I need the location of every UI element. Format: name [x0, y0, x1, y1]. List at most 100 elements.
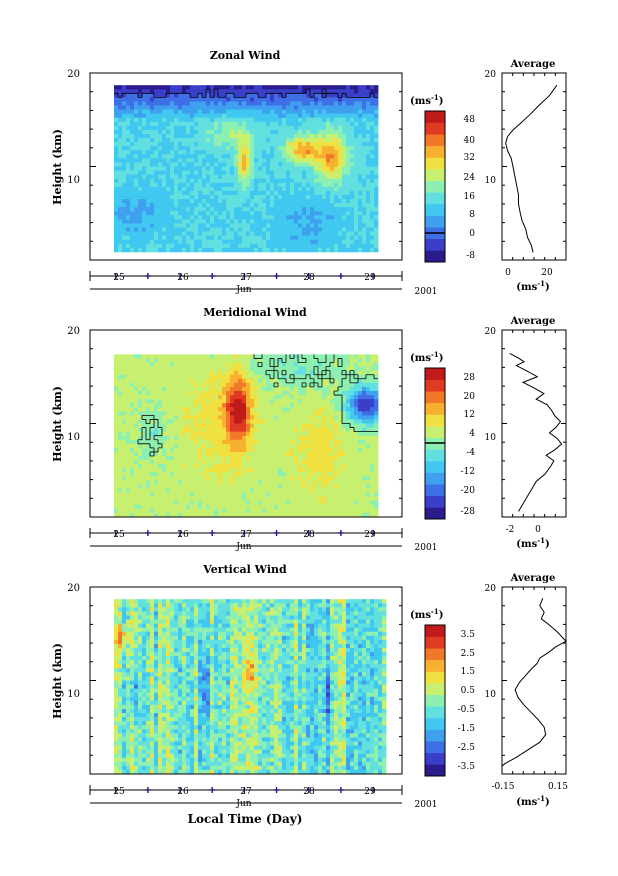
heatmap-cell — [370, 85, 375, 90]
heatmap-cell — [318, 456, 323, 461]
heatmap-cell — [178, 484, 183, 489]
heatmap-cell — [306, 85, 311, 90]
heatmap-cell — [338, 403, 343, 408]
heatmap-cell — [154, 133, 159, 139]
heatmap-cell — [306, 362, 311, 367]
heatmap-cell — [342, 203, 347, 208]
heatmap-cell — [146, 142, 151, 147]
heatmap-cell — [266, 215, 271, 220]
heatmap-cell — [186, 223, 191, 228]
heatmap-cell — [278, 162, 283, 167]
heatmap-cell — [270, 243, 275, 249]
heatmap-cell — [334, 113, 339, 119]
heatmap-cell — [210, 443, 215, 449]
heatmap-cell — [206, 468, 211, 473]
heatmap-cell — [218, 476, 223, 481]
heatmap-cell — [170, 243, 175, 249]
heatmap-cell — [118, 358, 123, 363]
heatmap-cell — [286, 415, 291, 420]
heatmap-cell — [342, 476, 347, 481]
heatmap-cell — [330, 427, 335, 433]
heatmap-cell — [166, 435, 171, 441]
heatmap-cell — [182, 89, 187, 94]
heatmap-cell — [138, 101, 143, 106]
heatmap-cell — [266, 105, 271, 110]
heatmap-cell — [222, 162, 227, 167]
heatmap-cell — [298, 227, 303, 232]
heatmap-cell — [234, 121, 239, 127]
heatmap-cell — [218, 170, 223, 176]
heatmap-cell — [338, 199, 343, 204]
heatmap-cell — [294, 174, 299, 180]
heatmap-cell — [222, 468, 227, 473]
heatmap-cell — [326, 399, 331, 404]
heatmap-cell — [166, 247, 171, 253]
heatmap-cell — [222, 215, 227, 220]
heatmap-cell — [350, 121, 355, 127]
heatmap-cell — [262, 415, 267, 420]
heatmap-cell — [358, 362, 363, 367]
heatmap-cell — [290, 399, 295, 404]
heatmap-cell — [198, 125, 203, 131]
heatmap-cell — [122, 468, 127, 473]
heatmap-cell — [158, 174, 163, 180]
heatmap-cell — [318, 146, 323, 151]
heatmap-cell — [162, 162, 167, 167]
heatmap-cell — [318, 239, 323, 245]
heatmap-cell — [122, 443, 127, 449]
heatmap-cell — [186, 362, 191, 367]
heatmap-cell — [270, 362, 275, 367]
heatmap-cell — [326, 235, 331, 241]
heatmap-cell — [338, 105, 343, 110]
heatmap-cell — [350, 447, 355, 453]
heatmap-cell — [130, 215, 135, 220]
heatmap-cell — [230, 403, 235, 408]
heatmap-cell — [234, 386, 239, 392]
heatmap-cell — [246, 386, 251, 392]
heatmap-cell — [370, 207, 375, 212]
heatmap-cell — [322, 154, 327, 159]
heatmap-cell — [266, 101, 271, 106]
heatmap-cell — [302, 186, 307, 192]
heatmap-cell — [170, 374, 175, 380]
heatmap-cell — [194, 203, 199, 208]
heatmap-cell — [170, 464, 175, 469]
heatmap-cell — [126, 101, 131, 106]
heatmap-cell — [246, 439, 251, 445]
heatmap-cell — [138, 146, 143, 151]
heatmap-cell — [354, 443, 359, 449]
heatmap-cell — [190, 166, 195, 171]
heatmap-cell — [270, 194, 275, 200]
heatmap-cell — [358, 468, 363, 473]
heatmap-cell — [298, 366, 303, 372]
heatmap-cell — [290, 190, 295, 196]
heatmap-cell — [174, 93, 179, 98]
heatmap-cell — [138, 358, 143, 363]
heatmap-cell — [314, 146, 319, 151]
heatmap-cell — [214, 427, 219, 433]
heatmap-cell — [370, 105, 375, 110]
heatmap-cell — [242, 362, 247, 367]
heatmap-cell — [194, 174, 199, 180]
heatmap-cell — [362, 451, 367, 457]
heatmap-cell — [222, 472, 227, 477]
heatmap-cell — [126, 354, 131, 359]
heatmap-cell — [122, 190, 127, 196]
heatmap-cell — [242, 109, 247, 115]
heatmap-cell — [246, 239, 251, 245]
heatmap-cell — [274, 456, 279, 461]
heatmap-cell — [246, 219, 251, 224]
heatmap-cell — [342, 423, 347, 428]
heatmap-cell — [282, 419, 287, 424]
heatmap-cell — [278, 439, 283, 445]
heatmap-cell — [370, 109, 375, 115]
heatmap-cell — [150, 439, 155, 445]
heatmap-cell — [194, 378, 199, 384]
heatmap-cell — [206, 113, 211, 119]
heatmap-cell — [170, 101, 175, 106]
heatmap-cell — [330, 227, 335, 232]
heatmap-cell — [354, 468, 359, 473]
heatmap-cell — [278, 207, 283, 212]
heatmap-cell — [174, 374, 179, 380]
heatmap-cell — [166, 451, 171, 457]
